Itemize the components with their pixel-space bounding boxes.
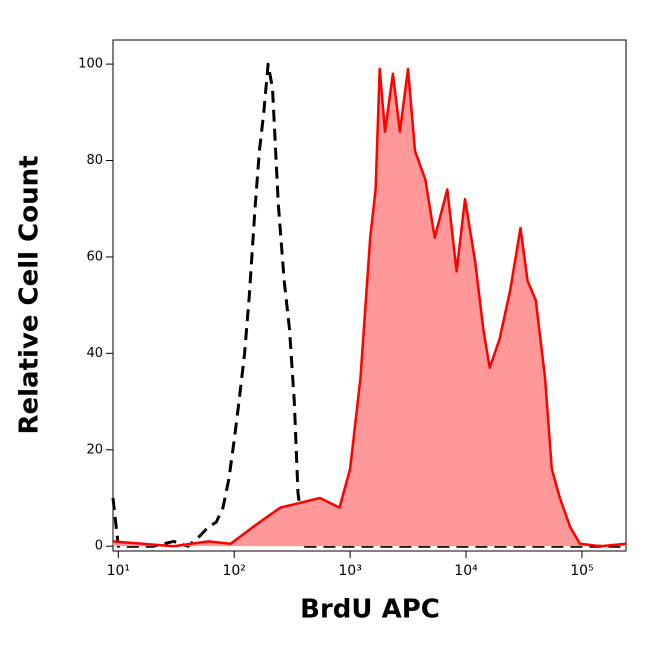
plot-frame [112,39,627,552]
x-tick-label: 10⁵ [570,563,593,579]
y-tick-label: 100 [78,57,103,72]
y-tick-label: 60 [86,249,103,264]
area [113,68,626,547]
y-axis-label: Relative Cell Count [15,155,45,434]
y-tick-label: 0 [95,539,103,554]
y-tick-label: 20 [86,442,103,457]
x-tick-label: 10³ [338,563,361,579]
y-tick-label: 80 [86,153,103,168]
histogram-line [111,62,626,548]
x-tick-label: 10¹ [107,563,130,579]
histogram-line [112,67,627,548]
x-axis-label: BrdU APC [300,595,440,625]
x-tick-label: 10⁴ [454,563,478,579]
y-tick-label: 40 [86,346,103,361]
x-tick-label: 10² [222,563,245,579]
